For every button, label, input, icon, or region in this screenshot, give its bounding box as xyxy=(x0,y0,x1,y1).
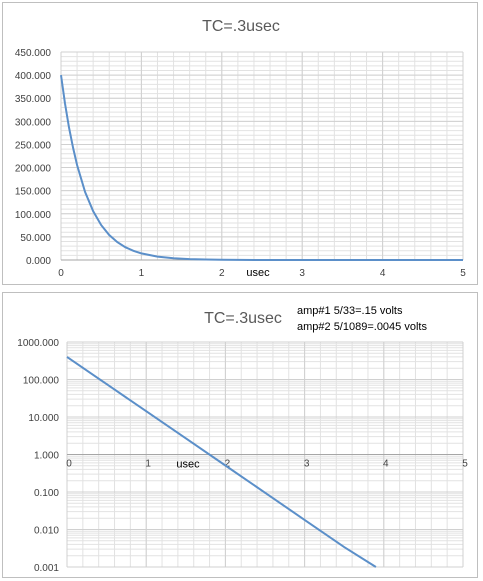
annotation-text: amp#1 5/33=.15 volts xyxy=(297,305,403,317)
y-tick-label: 350.000 xyxy=(15,94,52,105)
y-tick-label: 200.000 xyxy=(15,164,52,175)
chart-panel-linear: 0.000 50.000 100.000 150.000 200.000 250.000 3… xyxy=(2,2,478,285)
x-tick-label: 0 xyxy=(58,268,64,279)
x-tick-label: 0 xyxy=(66,459,72,470)
y-tick-label: 300.000 xyxy=(15,117,52,128)
y-tick-label: 150.000 xyxy=(15,187,52,198)
annotation-text: amp#2 5/1089=.0045 volts xyxy=(297,321,427,333)
y-tick-label: 1000.000 xyxy=(17,338,59,349)
y-tick-label: 10.000 xyxy=(28,413,59,424)
y-tick-label: 100.000 xyxy=(15,210,52,221)
chart-title: TC=.3usec xyxy=(202,18,280,35)
chart-title: TC=.3usec xyxy=(204,310,282,327)
x-tick-label: 1 xyxy=(145,459,151,470)
x-tick-label: 4 xyxy=(380,268,386,279)
y-tick-label: 450.000 xyxy=(15,48,52,59)
x-axis-label: usec xyxy=(176,459,200,471)
linear-chart: 0.000 50.000 100.000 150.000 200.000 250.000 3… xyxy=(15,18,466,279)
series-line xyxy=(60,74,463,261)
y-tick-label: 0.000 xyxy=(26,256,51,267)
y-tick-label: 0.010 xyxy=(34,526,59,537)
y-tick-label: 400.000 xyxy=(15,71,52,82)
chart-panel-log: 0.001 0.010 0.100 1.000 10.000 100.000 1000.00… xyxy=(2,292,478,578)
y-tick-label: 250.000 xyxy=(15,140,52,151)
y-tick-label: 100.000 xyxy=(23,376,60,387)
y-tick-label: 50.000 xyxy=(20,233,51,244)
log-chart: 0.001 0.010 0.100 1.000 10.000 100.000 1000.00… xyxy=(17,305,468,574)
x-tick-label: 5 xyxy=(460,268,466,279)
x-tick-label: 2 xyxy=(219,268,225,279)
x-tick-label: 5 xyxy=(462,459,468,470)
x-tick-label: 3 xyxy=(299,268,305,279)
x-axis-label: usec xyxy=(246,267,270,279)
y-tick-label: 1.000 xyxy=(34,451,59,462)
series-line xyxy=(66,356,377,568)
x-tick-label: 2 xyxy=(225,459,231,470)
y-tick-label: 0.100 xyxy=(34,488,59,499)
x-tick-label: 3 xyxy=(304,459,310,470)
x-tick-label: 1 xyxy=(139,268,145,279)
y-tick-label: 0.001 xyxy=(34,563,59,574)
x-tick-label: 4 xyxy=(383,459,389,470)
